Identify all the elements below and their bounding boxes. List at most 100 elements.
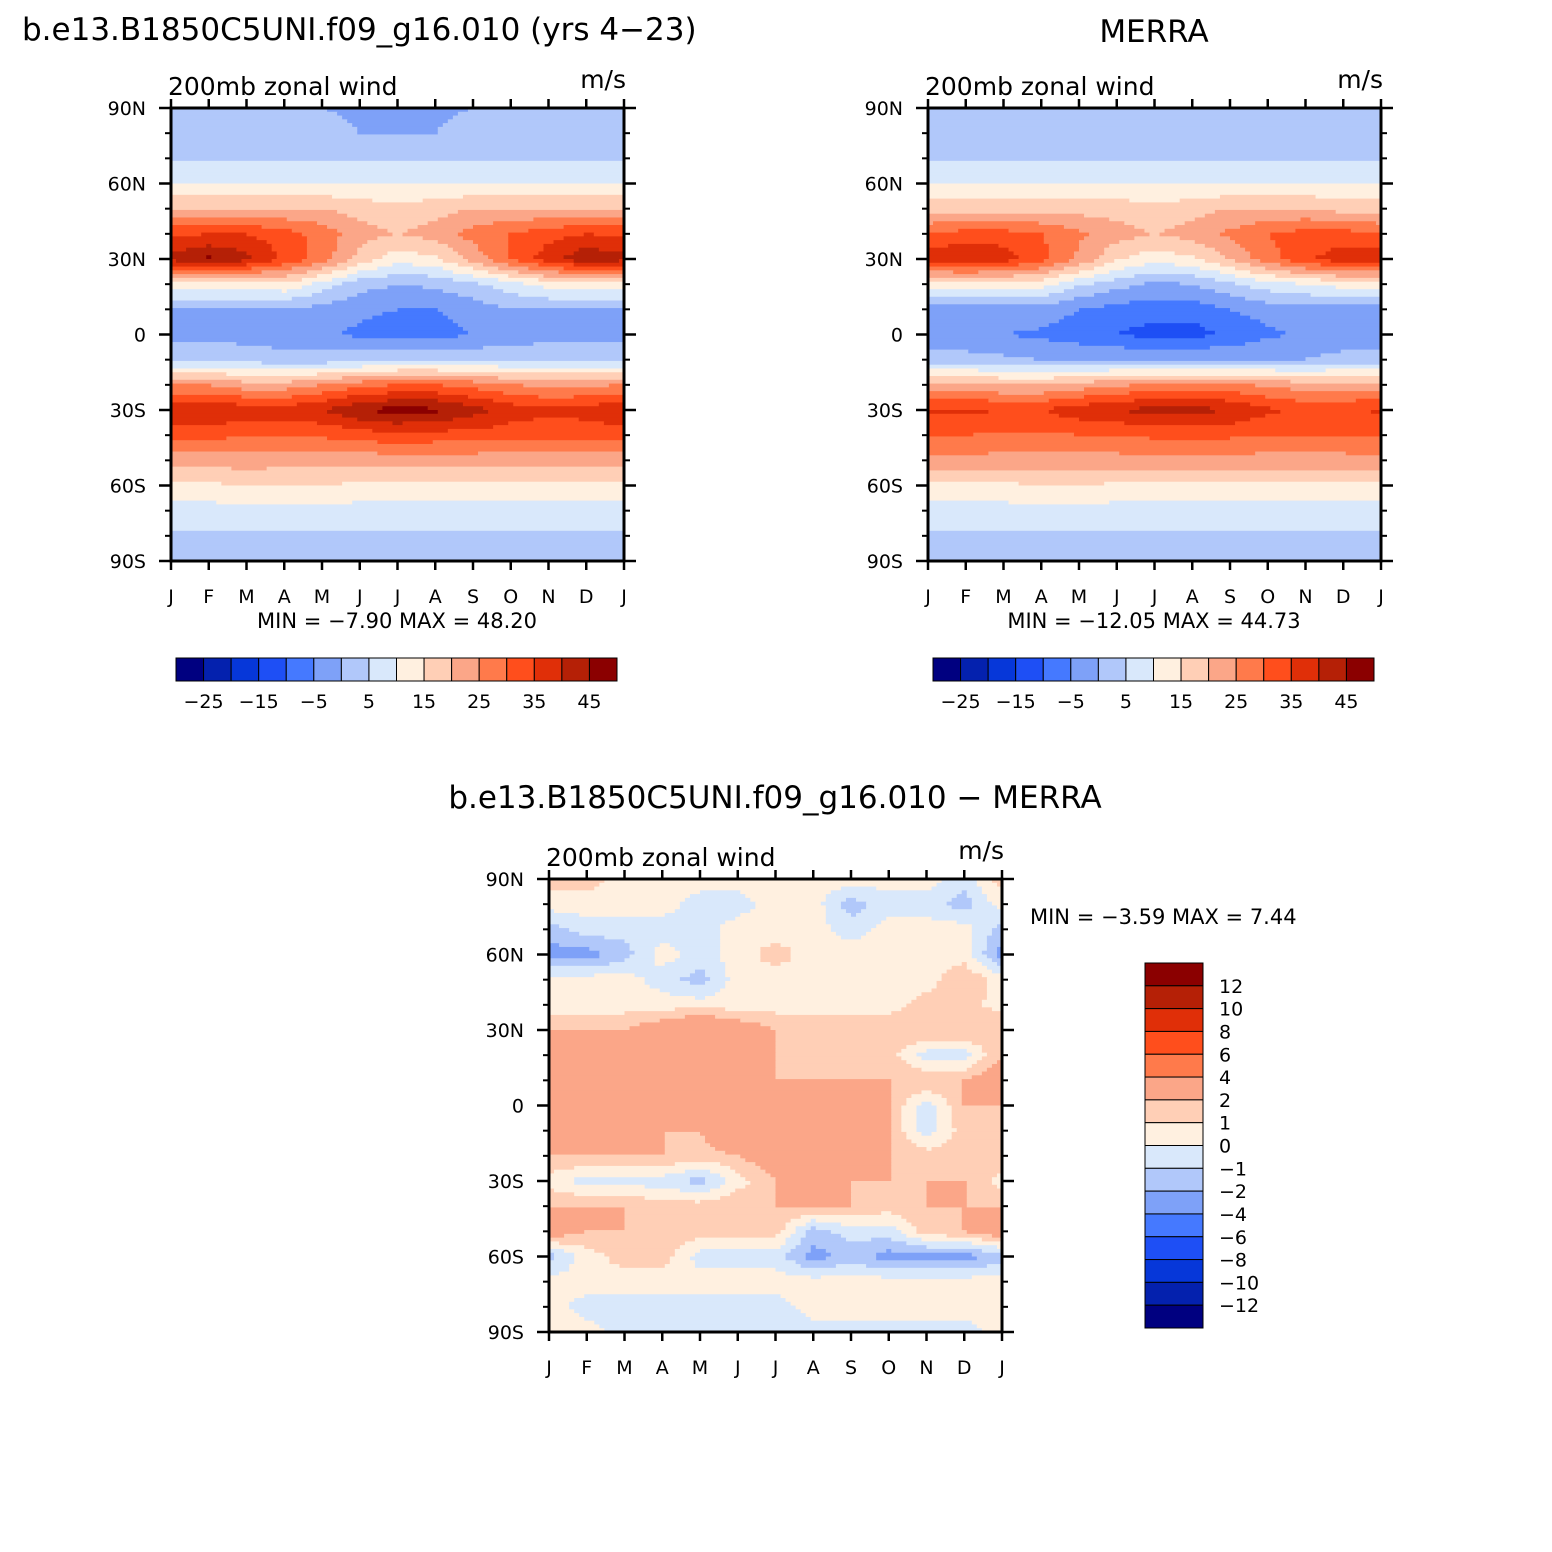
contour-cell: [1008, 500, 1110, 505]
contour-cell: [549, 1116, 892, 1122]
contour-cell: [549, 1113, 892, 1118]
contour-cell: [291, 394, 348, 400]
y-tick-label: 30N: [486, 1020, 524, 1042]
colorbar-box: [987, 657, 1017, 682]
contour-cell: [715, 1014, 1003, 1020]
contour-cell: [171, 266, 253, 271]
contour-cell: [750, 1181, 777, 1186]
contour-cell: [1048, 338, 1261, 343]
contour-cell: [549, 1026, 631, 1031]
contour-cell: [171, 243, 207, 249]
panel-model-field-label: 200mb zonal wind: [168, 72, 397, 101]
colorbar-label: 1: [1219, 1113, 1231, 1135]
contour-cell: [171, 383, 212, 388]
contour-cell: [815, 1218, 907, 1224]
colorbar-box: [203, 657, 232, 682]
contour-cell: [996, 1173, 1003, 1178]
contour-cell: [928, 108, 1382, 113]
contour-cell: [996, 1060, 1003, 1065]
x-tick-label: S: [467, 586, 479, 608]
contour-cell: [1204, 334, 1281, 339]
contour-cell: [976, 1324, 1003, 1329]
colorbar-label: −5: [1057, 691, 1085, 713]
contour-cell: [951, 1105, 1003, 1110]
contour-cell: [1290, 259, 1332, 264]
contour-cell: [549, 1196, 646, 1201]
contour-cell: [347, 326, 464, 332]
contour-cell: [357, 247, 454, 253]
contour-cell: [1219, 232, 1271, 237]
contour-cell: [1038, 221, 1125, 226]
contour-cell: [968, 349, 1342, 354]
contour-cell: [549, 1041, 777, 1046]
contour-cell: [825, 1256, 877, 1261]
contour-cell: [1214, 209, 1337, 215]
contour-cell: [362, 243, 449, 249]
contour-cell: [447, 243, 479, 249]
contour-cell: [740, 912, 827, 918]
contour-cell: [936, 1124, 953, 1129]
contour-cell: [549, 984, 651, 990]
contour-cell: [1240, 311, 1382, 317]
contour-cell: [956, 894, 968, 899]
contour-cell: [574, 1309, 802, 1314]
contour-cell: [624, 1214, 802, 1220]
contour-cell: [936, 1120, 953, 1125]
contour-cell: [493, 221, 625, 226]
contour-cell: [928, 289, 1065, 294]
contour-cell: [916, 1113, 938, 1118]
contour-cell: [684, 897, 751, 903]
contour-cell: [549, 1060, 777, 1065]
contour-cell: [971, 1241, 1003, 1246]
contour-cell: [928, 447, 1382, 453]
contour-cell: [1330, 259, 1382, 264]
contour-cell: [810, 1218, 817, 1224]
contour-cell: [533, 255, 565, 260]
contour-cell: [246, 262, 283, 268]
contour-cell: [559, 924, 721, 929]
x-tick-label: M: [314, 586, 330, 608]
contour-cell: [171, 145, 625, 151]
contour-cell: [1350, 228, 1382, 234]
contour-cell: [976, 1060, 998, 1065]
contour-cell: [928, 440, 1382, 445]
contour-cell: [549, 1030, 777, 1035]
contour-cell: [916, 1124, 938, 1129]
contour-cell: [901, 1230, 918, 1235]
contour-cell: [775, 1177, 892, 1182]
contour-cell: [928, 455, 1382, 460]
contour-cell: [928, 202, 1382, 207]
contour-cell: [986, 988, 1003, 993]
contour-cell: [775, 1056, 902, 1061]
contour-cell: [186, 247, 238, 253]
contour-cell: [928, 493, 1382, 498]
contour-cell: [171, 232, 202, 237]
contour-cell: [928, 391, 1000, 396]
contour-cell: [1295, 228, 1352, 234]
contour-cell: [171, 440, 378, 445]
contour-cell: [171, 326, 348, 332]
contour-cell: [543, 274, 625, 279]
contour-cell: [986, 1052, 1003, 1058]
contour-cell: [171, 168, 625, 173]
colorbar-label: −25: [184, 691, 224, 713]
contour-cell: [991, 1233, 1003, 1239]
contour-cell: [171, 319, 363, 324]
contour-cell: [715, 1147, 892, 1152]
contour-cell: [891, 1162, 1003, 1167]
contour-cell: [928, 504, 1382, 509]
contour-cell: [840, 901, 867, 907]
contour-cell: [171, 285, 303, 290]
contour-cell: [609, 1256, 671, 1261]
contour-cell: [1048, 270, 1080, 275]
contour-cell: [936, 1113, 953, 1118]
contour-cell: [991, 1177, 1003, 1182]
contour-cell: [271, 259, 303, 264]
contour-cell: [684, 1241, 787, 1246]
contour-cell: [554, 1252, 575, 1258]
x-tick-label: N: [919, 1357, 933, 1379]
contour-cell: [382, 406, 429, 411]
contour-cell: [710, 1188, 736, 1193]
contour-cell: [549, 916, 736, 922]
contour-cell: [981, 950, 998, 956]
